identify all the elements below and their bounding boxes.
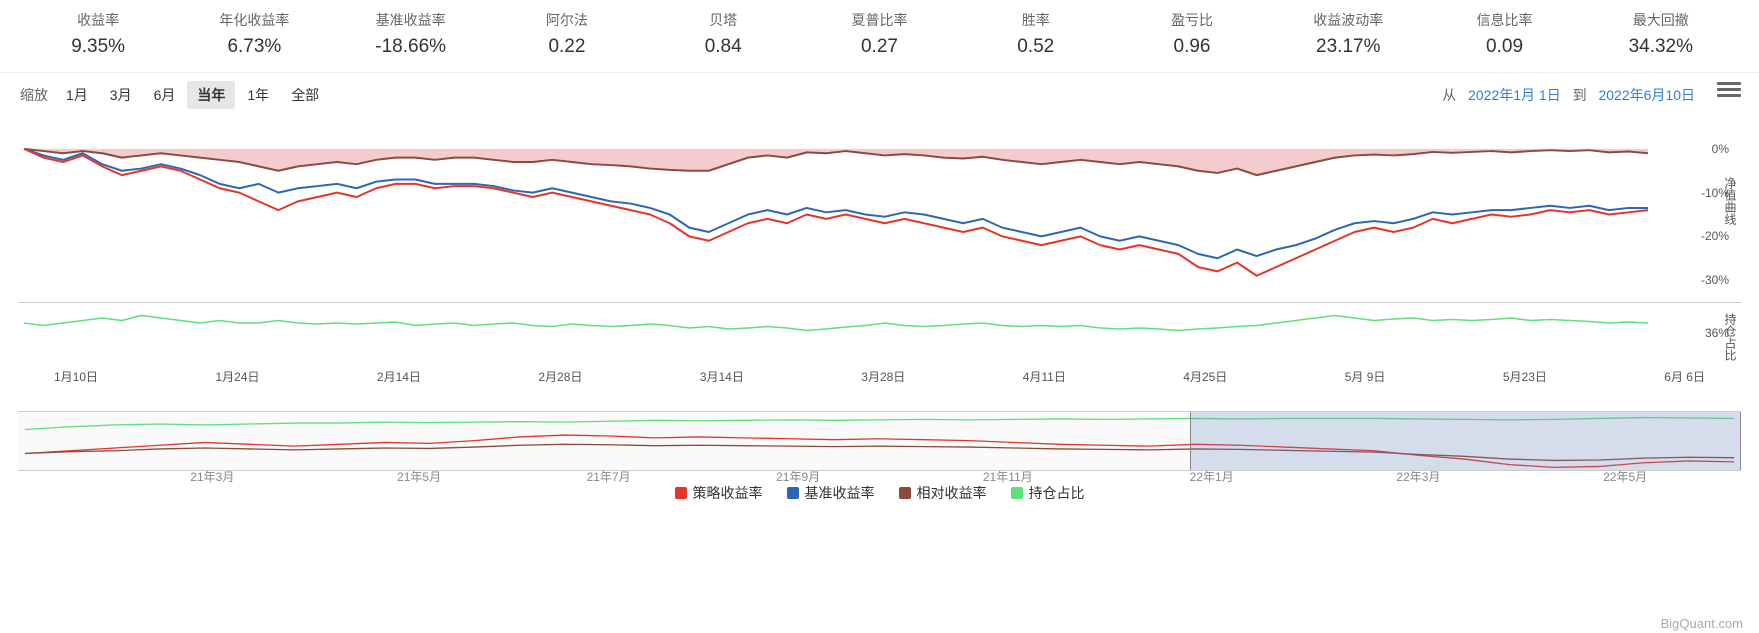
from-label: 从 <box>1442 87 1456 103</box>
xaxis-tick: 3月28日 <box>861 368 905 385</box>
from-date[interactable]: 2022年1月 1日 <box>1464 87 1565 103</box>
secondary-chart[interactable]: 持仓占比 36% <box>18 302 1741 362</box>
nav-label: 21年5月 <box>397 468 441 485</box>
zoom-btn-1[interactable]: 3月 <box>100 81 142 109</box>
legend-item[interactable]: 策略收益率 <box>675 483 763 503</box>
legend-label: 策略收益率 <box>693 483 763 503</box>
metric: 收益波动率 23.17% <box>1270 10 1426 58</box>
xaxis-tick: 5月23日 <box>1503 368 1547 385</box>
ytick: 0% <box>1712 142 1729 156</box>
ytick: -10% <box>1701 186 1729 200</box>
metric-value: 0.52 <box>958 36 1114 58</box>
metric-value: 0.96 <box>1114 36 1270 58</box>
xaxis-tick: 2月14日 <box>377 368 421 385</box>
zoom-btn-2[interactable]: 6月 <box>144 81 186 109</box>
metric: 盈亏比 0.96 <box>1114 10 1270 58</box>
nav-label: 22年5月 <box>1603 468 1647 485</box>
date-range: 从 2022年1月 1日 到 2022年6月10日 <box>1438 85 1699 105</box>
zoom-btn-0[interactable]: 1月 <box>56 81 98 109</box>
metric-value: 9.35% <box>20 36 176 58</box>
watermark: BigQuant.com <box>1661 616 1743 631</box>
metric-label: 最大回撤 <box>1583 10 1739 30</box>
metric-label: 年化收益率 <box>176 10 332 30</box>
xaxis-tick: 3月14日 <box>700 368 744 385</box>
metric-value: 0.09 <box>1426 36 1582 58</box>
nav-label: 21年3月 <box>190 468 234 485</box>
metric-label: 信息比率 <box>1426 10 1582 30</box>
nav-label: 22年3月 <box>1396 468 1440 485</box>
legend-label: 基准收益率 <box>805 483 875 503</box>
navigator[interactable]: 21年3月21年5月21年7月21年9月21年11月22年1月22年3月22年5… <box>18 411 1741 471</box>
to-date[interactable]: 2022年6月10日 <box>1594 87 1699 103</box>
metric-label: 胜率 <box>958 10 1114 30</box>
xaxis-tick: 1月24日 <box>215 368 259 385</box>
metric: 收益率 9.35% <box>20 10 176 58</box>
metric-label: 阿尔法 <box>489 10 645 30</box>
xaxis-tick: 6月 6日 <box>1664 368 1705 385</box>
nav-label: 21年9月 <box>776 468 820 485</box>
legend-swatch <box>787 487 799 499</box>
xaxis-tick: 2月28日 <box>538 368 582 385</box>
main-chart-svg <box>18 127 1708 302</box>
metric: 信息比率 0.09 <box>1426 10 1582 58</box>
nav-label: 22年1月 <box>1190 468 1234 485</box>
metric-label: 贝塔 <box>645 10 801 30</box>
ytick: -30% <box>1701 273 1729 287</box>
xaxis-tick: 1月10日 <box>54 368 98 385</box>
zoom-label: 缩放 <box>20 85 48 105</box>
metric-label: 收益波动率 <box>1270 10 1426 30</box>
legend-label: 持仓占比 <box>1029 483 1085 503</box>
legend-swatch <box>1011 487 1023 499</box>
legend-swatch <box>899 487 911 499</box>
metric: 基准收益率 -18.66% <box>333 10 489 58</box>
navigator-selection[interactable] <box>1190 412 1741 470</box>
legend-label: 相对收益率 <box>917 483 987 503</box>
metric: 阿尔法 0.22 <box>489 10 645 58</box>
chart-menu-icon[interactable] <box>1717 79 1741 101</box>
metric-value: 0.84 <box>645 36 801 58</box>
chart-toolbar: 缩放 1月3月6月当年1年全部 从 2022年1月 1日 到 2022年6月10… <box>0 73 1759 117</box>
metrics-row: 收益率9.35%年化收益率6.73%基准收益率-18.66%阿尔法0.22贝塔0… <box>0 0 1759 73</box>
legend-item[interactable]: 相对收益率 <box>899 483 987 503</box>
metric-label: 基准收益率 <box>333 10 489 30</box>
metric-label: 夏普比率 <box>801 10 957 30</box>
metric: 年化收益率 6.73% <box>176 10 332 58</box>
legend-item[interactable]: 持仓占比 <box>1011 483 1085 503</box>
metric-value: 6.73% <box>176 36 332 58</box>
metric-value: 23.17% <box>1270 36 1426 58</box>
legend: 策略收益率 基准收益率 相对收益率 持仓占比 <box>0 471 1759 511</box>
metric-value: 0.27 <box>801 36 957 58</box>
xaxis-tick: 4月11日 <box>1023 368 1066 385</box>
metric: 夏普比率 0.27 <box>801 10 957 58</box>
nav-label: 21年11月 <box>983 468 1033 485</box>
zoom-buttons: 1月3月6月当年1年全部 <box>56 81 329 109</box>
to-label: 到 <box>1573 87 1587 103</box>
main-chart[interactable]: 净值曲线 0% -10% -20% -30% <box>18 127 1741 302</box>
chart-area: 净值曲线 0% -10% -20% -30% 持仓占比 36% 1月10日 1月24日 2… <box>0 117 1759 391</box>
metric-label: 收益率 <box>20 10 176 30</box>
metric: 胜率 0.52 <box>958 10 1114 58</box>
zoom-btn-5[interactable]: 全部 <box>281 81 329 109</box>
zoom-btn-3[interactable]: 当年 <box>187 81 235 109</box>
xaxis: 1月10日 1月24日 2月14日 2月28日 3月14日 3月28日 4月11日 4月25日… <box>18 362 1741 391</box>
legend-item[interactable]: 基准收益率 <box>787 483 875 503</box>
nav-label: 21年7月 <box>587 468 631 485</box>
ytick: 36% <box>1705 326 1729 340</box>
metric: 最大回撤 34.32% <box>1583 10 1739 58</box>
metric-value: 0.22 <box>489 36 645 58</box>
xaxis-tick: 4月25日 <box>1183 368 1227 385</box>
secondary-chart-svg <box>18 303 1708 363</box>
ytick: -20% <box>1701 229 1729 243</box>
legend-swatch <box>675 487 687 499</box>
main-chart-ylabel: 净值曲线 <box>1722 177 1739 225</box>
metric-value: 34.32% <box>1583 36 1739 58</box>
metric-value: -18.66% <box>333 36 489 58</box>
metric: 贝塔 0.84 <box>645 10 801 58</box>
metric-label: 盈亏比 <box>1114 10 1270 30</box>
zoom-btn-4[interactable]: 1年 <box>237 81 279 109</box>
xaxis-tick: 5月 9日 <box>1345 368 1386 385</box>
